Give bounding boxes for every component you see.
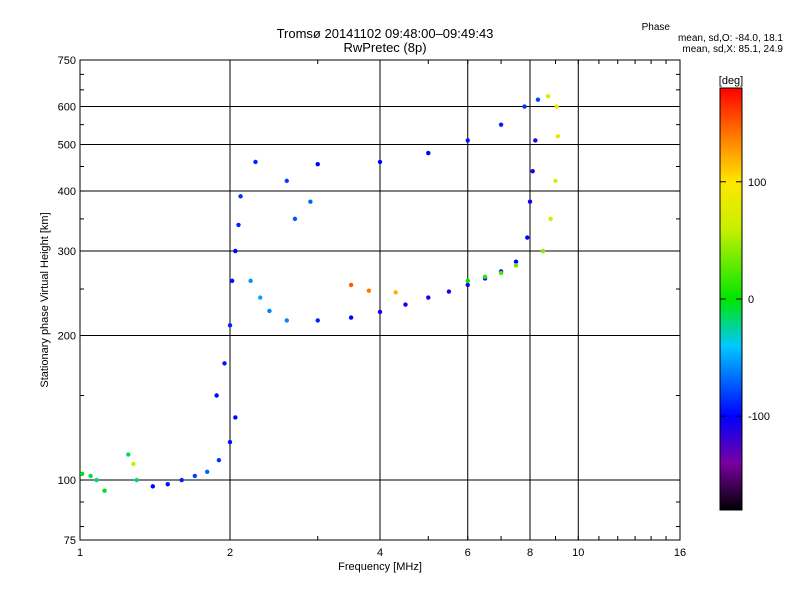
y-tick-label: 750 [58,55,76,67]
data-point [527,199,533,204]
data-point [315,318,320,323]
x-tick-label: 8 [527,547,533,559]
data-point [554,104,559,109]
phase-stats-x: mean, sd,X: 85.1, 24.9 [682,44,783,55]
data-point [102,488,107,493]
data-point [403,302,408,307]
data-point [258,295,263,300]
data-point [229,278,235,284]
data-point [426,150,431,156]
y-tick-label: 500 [58,140,76,152]
colorbar-tick-label: -100 [748,411,770,423]
data-point [238,194,243,199]
x-tick-label: 2 [227,547,233,559]
data-point [540,248,546,254]
colorbar-tick-label: 0 [748,294,754,306]
data-point [366,288,372,293]
data-point [426,295,431,300]
data-point [482,274,488,280]
x-tick-label: 6 [465,547,471,559]
y-tick-label: 300 [58,246,76,258]
data-point [150,484,156,489]
data-point [522,104,527,109]
data-point [233,248,238,254]
data-point [315,161,320,167]
data-point [465,278,470,284]
data-point [216,457,222,463]
x-tick-label: 1 [77,547,83,559]
data-point [222,361,227,366]
chart-subtitle: RwPretec (8p) [343,40,427,55]
data-point [535,97,541,102]
data-point [498,122,504,127]
phase-stats-o: mean, sd,O: -84.0, 18.1 [677,33,783,44]
data-point [525,235,530,240]
data-point [465,282,470,288]
data-point [233,415,238,420]
data-point [204,469,210,475]
data-point [530,168,535,174]
data-point [248,278,253,284]
data-point [134,477,139,483]
x-tick-label: 10 [572,547,584,559]
data-point [94,477,99,483]
data-point [377,159,383,165]
x-tick-label: 4 [377,547,383,559]
data-point [214,393,219,398]
data-point [179,477,184,483]
data-point [165,482,170,487]
data-point [227,439,233,445]
data-point [548,216,553,222]
y-tick-label: 100 [58,475,76,487]
data-point [131,461,136,467]
data-point [513,259,519,264]
data-point [446,289,452,294]
data-point [498,270,504,276]
data-point [227,323,233,328]
data-point [553,178,558,184]
data-point [284,178,289,184]
data-point [79,471,85,477]
y-tick-label: 600 [58,102,76,114]
data-point [284,318,289,323]
x-axis-label: Frequency [MHz] [338,561,422,573]
data-point [533,138,538,143]
y-axis-label: Stationary phase Virtual Height [km] [39,212,51,387]
phase-stats-header: Phase [641,22,670,33]
data-point [348,282,354,288]
data-point [513,263,519,268]
y-tick-label: 400 [58,186,76,198]
y-tick-label: 75 [64,535,76,547]
data-point [126,452,131,457]
x-tick-label: 16 [674,547,686,559]
data-point [292,216,298,222]
data-point [253,159,258,165]
data-point [555,134,561,139]
data-point [545,94,551,99]
y-tick-label: 200 [58,331,76,343]
data-point [348,315,354,320]
data-point [267,308,272,314]
data-point [88,473,93,479]
colorbar-label: [deg] [719,75,743,87]
data-point [393,290,398,295]
data-point [236,222,241,228]
data-point [192,473,198,479]
data-point [377,309,383,315]
data-point [308,199,313,204]
colorbar-tick-label: 100 [748,177,766,189]
chart-title: Tromsø 20141102 09:48:00–09:49:43 [276,26,494,41]
data-point [465,138,470,143]
